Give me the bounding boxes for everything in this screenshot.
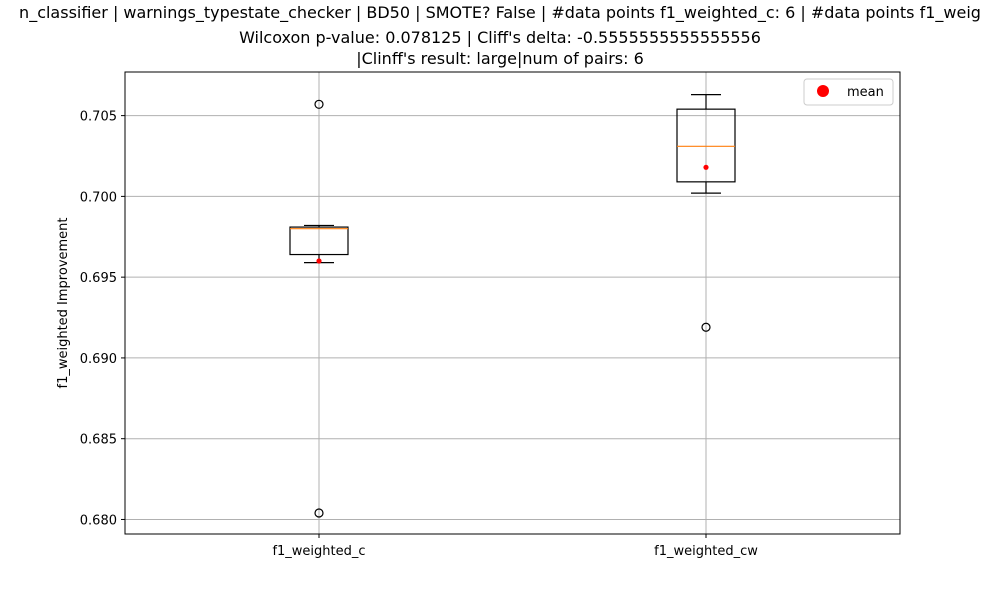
x-tick-label: f1_weighted_c — [272, 544, 365, 559]
chart-title-line-1: n_classifier | warnings_typestate_checke… — [19, 3, 981, 23]
iqr-box — [289, 226, 349, 256]
y-tick-label: 0.680 — [80, 513, 117, 528]
y-tick-label: 0.690 — [80, 352, 117, 367]
y-tick-label: 0.695 — [80, 271, 117, 286]
outlier-point — [314, 99, 324, 109]
chart-title: n_classifier | warnings_typestate_checke… — [19, 3, 981, 68]
y-axis-label: f1_weighted Improvement — [56, 217, 71, 388]
x-axis-ticks: f1_weighted_c f1_weighted_cw — [272, 534, 758, 559]
y-tick-label: 0.685 — [80, 433, 117, 448]
outlier-point — [701, 322, 711, 332]
legend-mean-marker — [817, 85, 829, 97]
chart-title-line-2: Wilcoxon p-value: 0.078125 | Cliff's del… — [239, 28, 761, 47]
y-tick-label: 0.700 — [80, 190, 117, 205]
y-tick-label: 0.705 — [80, 110, 117, 125]
outlier-point — [314, 508, 324, 518]
legend: mean — [803, 78, 894, 106]
x-tick-label: f1_weighted_cw — [654, 544, 758, 559]
box-f1_weighted_c — [289, 99, 349, 518]
boxes — [289, 94, 736, 518]
mean-marker — [316, 258, 322, 264]
chart-title-line-3: |Clinff's result: large|num of pairs: 6 — [356, 49, 644, 68]
grid-lines — [125, 72, 900, 534]
iqr-box — [676, 108, 736, 183]
mean-marker — [703, 164, 709, 170]
box-f1_weighted_cw — [676, 94, 736, 332]
plot-area-frame — [124, 71, 901, 535]
legend-mean-label: mean — [847, 85, 884, 100]
y-axis-ticks: 0.680 0.685 0.690 0.695 0.700 0.705 — [80, 110, 125, 528]
legend-frame — [803, 78, 894, 106]
